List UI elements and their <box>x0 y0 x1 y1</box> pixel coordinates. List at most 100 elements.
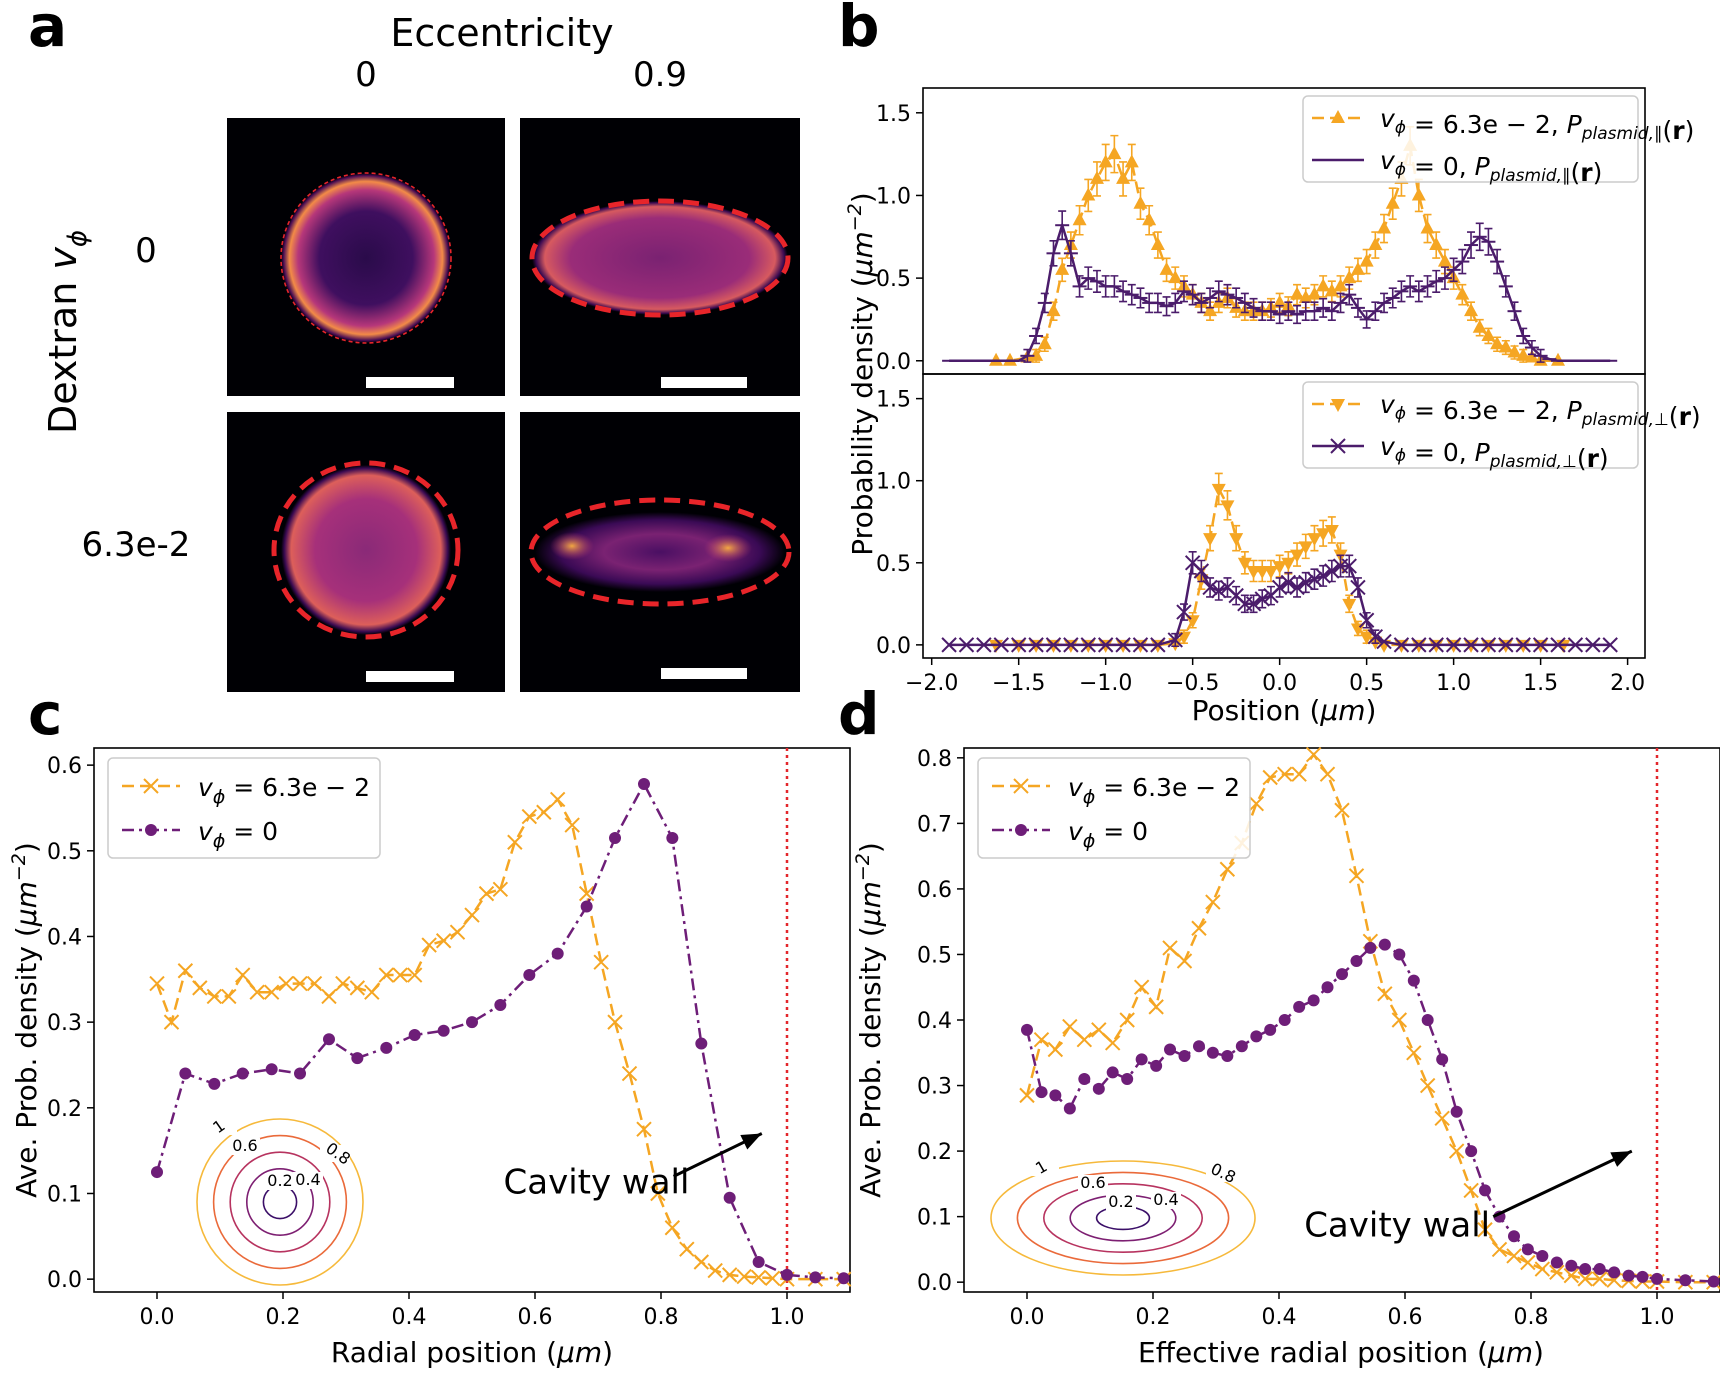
data-point <box>764 1270 781 1286</box>
data-point <box>1536 1249 1549 1262</box>
x-tick-label: 0.4 <box>1262 1305 1297 1330</box>
legend-label-part: ϕ <box>213 830 226 852</box>
y-axis-label: Ave. Prob. density (μm−2) <box>8 842 43 1198</box>
legend-label-part: = 6.3e − 2, <box>1406 110 1567 139</box>
data-point <box>1063 1102 1076 1115</box>
data-point <box>1506 1248 1522 1264</box>
data-point <box>1035 1086 1048 1099</box>
legend-label-part: ) <box>1599 444 1609 473</box>
data-point <box>1176 953 1193 969</box>
data-point <box>1679 1274 1692 1287</box>
data-point <box>1319 766 1336 782</box>
scale-bar <box>366 377 454 388</box>
data-point <box>521 808 538 825</box>
data-point <box>1376 633 1392 650</box>
data-point <box>781 1268 793 1281</box>
data-point <box>958 637 975 653</box>
data-point <box>1445 637 1462 653</box>
dextran-value-0: 0 <box>135 231 157 271</box>
data-point <box>1159 261 1174 275</box>
data-point <box>1098 639 1113 653</box>
data-point <box>1591 1271 1608 1287</box>
panel-d-axes: 0.00.10.20.30.40.50.60.70.80.0 0.2 0.4 0.6 0… <box>917 747 1720 1330</box>
data-point <box>993 637 1009 653</box>
data-point <box>1307 994 1320 1007</box>
data-point <box>1428 637 1444 653</box>
legend-label-part: = 6.3e − 2 <box>1095 773 1240 802</box>
inset-contour-plot: 10.80.60.40.2 <box>196 1116 364 1286</box>
data-point <box>1047 1041 1064 1058</box>
y-axis-label-part: Ave. Prob. density ( <box>10 926 43 1198</box>
annotation-arrow-head <box>740 1133 762 1150</box>
data-point <box>177 963 194 979</box>
panel-letter-c: c <box>28 680 62 748</box>
data-point <box>1321 981 1334 994</box>
legend-label-part: = 0, <box>1406 152 1475 181</box>
data-point <box>1336 968 1348 981</box>
x-tick-label: −2.0 <box>905 671 958 696</box>
data-point <box>1276 766 1293 782</box>
data-point <box>1289 579 1305 596</box>
y-axis-label-part: −2 <box>8 853 30 881</box>
data-point <box>695 1037 708 1050</box>
data-point <box>1350 261 1365 275</box>
legend: vϕ = 6.3e − 2vϕ = 0 <box>107 757 381 859</box>
data-point <box>349 980 366 996</box>
data-point <box>1515 637 1531 653</box>
y-tick-label: 0.0 <box>47 1268 82 1293</box>
data-point <box>408 1028 421 1041</box>
y-tick-label: 1.5 <box>876 388 911 413</box>
data-point <box>1092 1082 1105 1095</box>
data-point <box>1455 286 1470 300</box>
data-point <box>1281 557 1296 571</box>
legend-label-part: ϕ <box>1395 446 1406 466</box>
legend-label-part: ( <box>1663 116 1673 145</box>
panel-letter-b: b <box>838 0 880 60</box>
data-point <box>564 817 580 833</box>
legend-label-part: plasmid,⊥ <box>1489 452 1577 472</box>
data-point <box>265 1063 278 1076</box>
data-point <box>221 988 237 1005</box>
data-point <box>1245 596 1262 612</box>
data-point <box>321 988 337 1005</box>
y-axis-label-part: μm <box>10 881 43 927</box>
contour-level <box>1043 1183 1204 1254</box>
legend-box <box>977 757 1251 859</box>
data-point <box>1481 327 1496 341</box>
legend-label-part: plasmid,∥ <box>1489 166 1571 186</box>
data-point <box>664 1220 681 1236</box>
annotation-arrow <box>1492 1149 1633 1218</box>
y-axis-label: Probability density (μm−2) <box>844 192 879 555</box>
axes-frame <box>922 373 1646 659</box>
x-tick-label: 0.6 <box>518 1305 553 1330</box>
data-point <box>322 1033 335 1046</box>
data-point <box>1133 979 1150 995</box>
contour-label-bg <box>293 1172 323 1189</box>
legend-swatch-marker <box>1331 110 1345 123</box>
data-point <box>1272 294 1287 308</box>
axes-frame <box>93 747 851 1293</box>
data-point <box>1116 639 1131 653</box>
y-axis-label-part: −2 <box>844 203 866 231</box>
data-point <box>494 999 507 1012</box>
legend-label: vϕ = 6.3e − 2 <box>198 773 370 808</box>
data-point <box>1550 1256 1563 1269</box>
data-point <box>1377 220 1392 234</box>
y-tick-label: 0.7 <box>917 812 952 837</box>
panel-c-chart: c 0.00.10.20.30.40.50.60.0 0.2 0.4 0.6 0.8 1.… <box>8 680 852 1369</box>
y-axis-label: Ave. Prob. density (μm−2) <box>852 842 887 1198</box>
data-point <box>1203 303 1218 317</box>
legend-label-part: ϕ <box>1395 118 1406 138</box>
data-point <box>306 975 323 992</box>
y-axis-label-part: ) <box>854 842 887 853</box>
contour-label: 0.4 <box>1153 1190 1178 1209</box>
data-point <box>1115 637 1131 653</box>
data-point <box>609 831 622 844</box>
data-point <box>1534 1261 1551 1277</box>
data-point <box>1507 1230 1520 1243</box>
data-point <box>1472 319 1487 333</box>
legend-label-part: ) <box>1593 158 1603 187</box>
data-point <box>607 1014 623 1030</box>
data-point <box>1334 802 1350 818</box>
data-point <box>578 885 595 902</box>
